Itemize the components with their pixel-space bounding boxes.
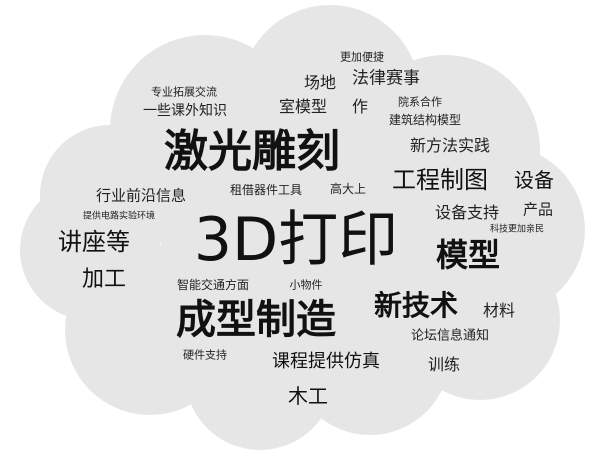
word-tech-accessible: 科技更加亲民 [489,224,545,235]
word-new-technology: 新技术 [373,289,459,322]
word-venue: 场地 [303,73,337,92]
word-room-models: 室模型 [278,97,328,116]
word-training: 训练 [427,355,461,374]
word-engineering-drawing: 工程制图 [392,166,488,194]
word-extracurricular: 一些课外知识 [143,103,227,119]
word-professional-exchange: 专业拓展交流 [151,85,217,99]
word-model: 模型 [435,236,501,274]
word-more-convenient: 更加便捷 [340,50,384,64]
word-circuit-lab: 提供电路实验环境 [82,211,156,222]
word-college-cooperation: 院系合作 [398,95,442,109]
word-hardware-support: 硬件支持 [183,348,227,362]
word-equipment: 设备 [514,168,554,192]
word-lectures: 讲座等 [58,228,130,256]
word-products: 产品 [522,200,554,219]
word-smart-transport: 智能交通方面 [176,278,250,292]
word-work: 作 [351,97,369,116]
word-building-structure-model: 建筑结构模型 [388,113,462,127]
word-processing: 加工 [81,267,127,292]
word-materials: 材料 [482,301,516,320]
word-tool-rental: 租借器件工具 [229,183,303,197]
word-woodwork: 木工 [288,384,328,408]
word-new-methods-practice: 新方法实践 [409,136,491,155]
word-laser-engraving: 激光雕刻 [164,126,340,177]
word-forum-notices: 论坛信息通知 [410,328,490,344]
word-small-items: 小物件 [289,278,323,292]
word-industry-frontier: 行业前沿信息 [95,186,187,205]
word-equipment-support: 设备支持 [434,203,500,222]
word-law-competitions: 法律赛事 [352,68,420,89]
word-forming-manufacturing: 成型制造 [176,297,336,343]
cloud-blobs [20,5,585,450]
word-high-end: 高大上 [329,182,367,196]
word-courses-simulation: 课程提供仿真 [272,351,380,372]
word-3d-printing: 3D打印 [193,205,399,275]
